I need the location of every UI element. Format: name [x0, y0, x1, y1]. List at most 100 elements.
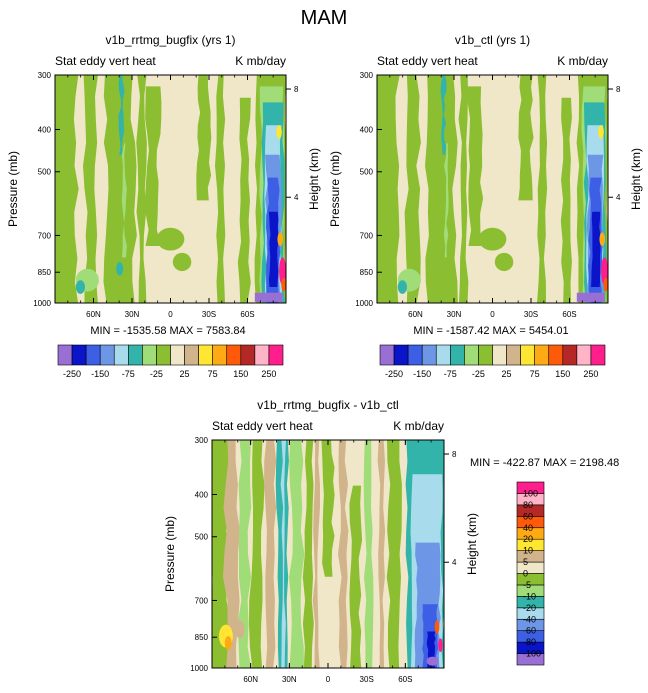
- contour-blob: [576, 292, 605, 302]
- colorbar-label: -100: [523, 649, 541, 659]
- pressure-tick-label: 500: [195, 533, 209, 542]
- contour-blob: [116, 261, 124, 276]
- colorbar-label: -20: [523, 603, 536, 613]
- contour-blob: [254, 292, 283, 302]
- colorbar-swatch: [464, 344, 479, 366]
- pressure-tick-label: 850: [38, 268, 52, 277]
- colorbar-swatch: [590, 344, 606, 366]
- lat-tick-label: 30N: [447, 310, 462, 319]
- pressure-tick-label: 400: [195, 490, 209, 499]
- height-tick-label: 8: [294, 85, 299, 94]
- contour-band: [223, 440, 240, 668]
- contour-band: [275, 440, 289, 668]
- colorbar-swatch: [450, 344, 465, 366]
- contour-band: [118, 75, 125, 155]
- contour-band: [136, 75, 147, 303]
- colorbar-swatch: [57, 344, 73, 366]
- panel-model: v1b_rrtmg_bugfix (yrs 1) Stat eddy vert h…: [6, 33, 321, 319]
- left-string: Stat eddy vert heat: [212, 419, 313, 433]
- contour-band: [312, 440, 320, 668]
- colorbar-swatch: [506, 344, 521, 366]
- colorbar-label: -80: [523, 637, 536, 647]
- colorbar-swatch: [492, 344, 507, 366]
- left-string: Stat eddy vert heat: [377, 54, 478, 68]
- contour-blob: [434, 620, 440, 634]
- contour-band: [443, 143, 449, 258]
- contour-blob: [438, 638, 443, 653]
- colorbar-swatch: [184, 344, 199, 366]
- colorbar-swatch: [99, 344, 115, 366]
- contour-band: [55, 75, 79, 303]
- page-title: MAM: [301, 7, 348, 29]
- contour-band: [425, 75, 458, 303]
- pressure-tick-label: 300: [360, 71, 374, 80]
- y-axis-right-label: Height (km): [629, 148, 643, 210]
- pressure-tick-label: 300: [38, 71, 52, 80]
- contour-band: [377, 75, 400, 303]
- colorbar-swatch: [478, 344, 493, 366]
- colorbar-swatch: [576, 344, 592, 366]
- stats-model: MIN = -1535.58 MAX = 7583.84: [90, 325, 245, 337]
- pressure-tick-label: 1000: [33, 299, 51, 308]
- contour-blob: [598, 125, 604, 139]
- colorbar-label: -75: [444, 369, 457, 379]
- lat-tick-label: 30S: [524, 310, 538, 319]
- colorbar-label: -250: [63, 369, 81, 379]
- colorbar-swatch: [71, 344, 87, 366]
- colorbar-label: 250: [583, 369, 598, 379]
- pressure-tick-label: 850: [195, 633, 209, 642]
- contour-band: [302, 440, 314, 668]
- contour-blob: [426, 656, 439, 666]
- contour-band: [386, 440, 402, 668]
- colorbar-swatch: [421, 344, 437, 366]
- colorbar-swatch: [268, 344, 284, 366]
- colorbar-control: -250 -150 -75 -25 25 75 150 250: [379, 344, 606, 379]
- colorbar-label: 250: [261, 369, 276, 379]
- pressure-tick-label: 500: [38, 168, 52, 177]
- contour-band: [537, 75, 548, 303]
- contour-blob: [603, 277, 608, 292]
- contour-band: [249, 440, 265, 668]
- colorbar-swatch: [85, 344, 101, 366]
- lat-tick-label: 30S: [202, 310, 216, 319]
- pressure-tick-label: 1000: [355, 299, 373, 308]
- contour-band: [518, 75, 534, 201]
- panel-title: v1b_rrtmg_bugfix - v1b_ctl: [257, 398, 398, 412]
- colorbar-label: 40: [523, 523, 533, 533]
- colorbar-swatch: [240, 344, 256, 366]
- y-axis-label: Pressure (mb): [163, 516, 177, 592]
- colorbar-label: 20: [523, 534, 533, 544]
- lat-tick-label: 30N: [125, 310, 140, 319]
- contour-blob: [397, 280, 408, 294]
- lat-tick-label: 60N: [408, 310, 423, 319]
- colorbar-swatch: [128, 344, 143, 366]
- colorbar-label: -10: [523, 591, 536, 601]
- lat-tick-label: 30S: [360, 675, 374, 684]
- colorbar-swatch: [534, 344, 550, 366]
- contour-band: [321, 440, 335, 577]
- contour-blob: [277, 232, 283, 246]
- contour-blob: [276, 125, 282, 139]
- contour-band: [458, 75, 469, 303]
- contour-blob: [224, 636, 232, 650]
- pressure-tick-label: 500: [360, 168, 374, 177]
- left-string: Stat eddy vert heat: [55, 54, 156, 68]
- colorbar-swatch: [516, 561, 545, 574]
- colorbar-label: 25: [502, 369, 512, 379]
- contour-band: [196, 75, 212, 201]
- lat-tick-label: 60S: [240, 310, 254, 319]
- colorbar-swatch: [393, 344, 409, 366]
- colorbar-label: -150: [413, 369, 431, 379]
- contour-blob: [172, 252, 192, 272]
- colorbar-label: 0: [523, 569, 528, 579]
- colorbar-label: -150: [91, 369, 109, 379]
- colorbar-swatch: [156, 344, 171, 366]
- lat-tick-label: 30N: [282, 675, 297, 684]
- contour-band: [280, 440, 287, 668]
- height-tick-label: 8: [452, 450, 457, 459]
- contour-band: [467, 86, 484, 247]
- contour-band: [268, 211, 279, 287]
- contour-blob: [75, 280, 86, 294]
- height-tick-label: 4: [294, 193, 299, 202]
- colorbar-label: -250: [385, 369, 403, 379]
